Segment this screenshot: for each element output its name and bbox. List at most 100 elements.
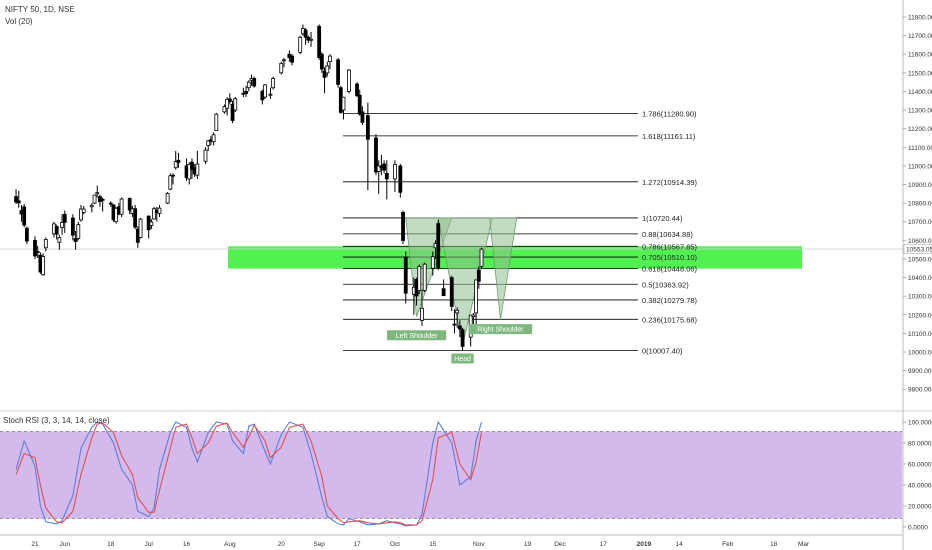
symbol-legend[interactable]: NIFTY 50, 1D, NSE: [5, 5, 75, 14]
candle-body[interactable]: [384, 172, 389, 180]
candle-body[interactable]: [168, 175, 173, 190]
candle-body[interactable]: [89, 205, 94, 208]
candle-body[interactable]: [62, 213, 67, 223]
candle-body[interactable]: [149, 221, 154, 226]
candle-body[interactable]: [263, 84, 267, 98]
candle-body[interactable]: [336, 59, 340, 85]
candle-body[interactable]: [441, 288, 446, 297]
candle-body[interactable]: [171, 174, 175, 177]
candle-body[interactable]: [138, 218, 143, 238]
candle-body[interactable]: [479, 248, 484, 267]
candle-body[interactable]: [376, 165, 381, 172]
candle-body[interactable]: [322, 70, 327, 78]
candle-body[interactable]: [22, 206, 27, 226]
candle-body[interactable]: [24, 227, 29, 242]
candle-body[interactable]: [225, 99, 230, 109]
candle-body[interactable]: [230, 104, 235, 121]
candle-body[interactable]: [347, 69, 351, 92]
candle-body[interactable]: [422, 263, 427, 291]
candle-body[interactable]: [417, 265, 422, 291]
candle-body[interactable]: [420, 307, 424, 321]
candle-body[interactable]: [430, 256, 435, 269]
candle-body[interactable]: [455, 309, 460, 314]
candle-body[interactable]: [16, 200, 21, 204]
candle-body[interactable]: [244, 91, 248, 94]
candle-body[interactable]: [79, 208, 83, 221]
candle-body[interactable]: [195, 163, 200, 176]
candle-body[interactable]: [41, 256, 46, 276]
candle-body[interactable]: [119, 198, 124, 215]
candle-body[interactable]: [325, 65, 330, 74]
candle-body[interactable]: [211, 134, 216, 143]
candle-body[interactable]: [114, 207, 119, 223]
candle-body[interactable]: [14, 196, 18, 203]
candle-body[interactable]: [290, 55, 294, 63]
candle-body[interactable]: [357, 94, 362, 115]
candle-body[interactable]: [95, 192, 100, 195]
candle-body[interactable]: [319, 53, 324, 70]
candle-body[interactable]: [57, 237, 62, 243]
candle-body[interactable]: [476, 269, 481, 282]
candle-body[interactable]: [73, 238, 78, 243]
candle-body[interactable]: [306, 37, 311, 41]
candle-body[interactable]: [282, 59, 286, 62]
candle-body[interactable]: [403, 256, 408, 294]
candle-body[interactable]: [382, 163, 386, 171]
candle-body[interactable]: [328, 55, 332, 63]
candle-body[interactable]: [317, 25, 322, 58]
candle-body[interactable]: [268, 93, 273, 96]
candle-body[interactable]: [460, 329, 465, 347]
volume-legend[interactable]: Vol (20): [5, 17, 33, 26]
candle-body[interactable]: [227, 98, 232, 102]
candle-body[interactable]: [108, 202, 113, 205]
candle-body[interactable]: [165, 193, 170, 204]
left-shoulder-label[interactable]: Left Shoulder: [386, 330, 447, 341]
candle-body[interactable]: [436, 223, 441, 269]
candle-body[interactable]: [398, 165, 403, 193]
candle-body[interactable]: [303, 29, 308, 38]
candle-body[interactable]: [173, 161, 178, 169]
candle-body[interactable]: [222, 106, 227, 113]
candle-body[interactable]: [271, 78, 276, 89]
candle-body[interactable]: [279, 62, 284, 74]
time-axis[interactable]: 21 Jun 18 Jul 16 Aug 20 Sep 17 Oct 15 Nov 19 Dec 17 201…: [0, 534, 903, 548]
candle-body[interactable]: [393, 163, 397, 180]
price-axis[interactable]: 11800.00 11700.00 11600.00 11500.00 11400.00…: [902, 0, 932, 550]
candle-body[interactable]: [43, 239, 48, 249]
candle-body[interactable]: [252, 78, 257, 87]
candle-body[interactable]: [341, 96, 346, 111]
candle-body[interactable]: [190, 161, 194, 171]
candle-body[interactable]: [233, 98, 238, 111]
candle-body[interactable]: [60, 222, 64, 228]
candle-body[interactable]: [92, 194, 97, 204]
candle-body[interactable]: [214, 113, 219, 131]
candle-body[interactable]: [474, 279, 479, 314]
right-shoulder-triangle[interactable]: [489, 217, 518, 320]
candle-body[interactable]: [187, 163, 192, 180]
candle-body[interactable]: [246, 81, 251, 89]
stoch-rsi-legend[interactable]: Stoch RSI (3, 3, 14, 14, close): [3, 416, 110, 425]
candle-body[interactable]: [76, 224, 81, 239]
candle-body[interactable]: [157, 207, 162, 214]
candle-body[interactable]: [365, 115, 370, 140]
candle-body[interactable]: [457, 325, 462, 330]
candle-body[interactable]: [374, 137, 378, 173]
candle-body[interactable]: [35, 251, 40, 253]
candle-body[interactable]: [100, 198, 105, 201]
candle-body[interactable]: [81, 208, 86, 213]
candle-body[interactable]: [54, 225, 59, 235]
candle-body[interactable]: [33, 239, 37, 257]
candle-body[interactable]: [298, 36, 303, 53]
candle-body[interactable]: [401, 212, 405, 241]
candle-body[interactable]: [309, 38, 313, 41]
candle-body[interactable]: [127, 198, 132, 211]
candle-body[interactable]: [70, 217, 75, 236]
candle-body[interactable]: [355, 83, 359, 97]
candle-body[interactable]: [176, 159, 181, 163]
head-label[interactable]: Head: [451, 353, 474, 364]
candle-body[interactable]: [203, 149, 208, 162]
candle-body[interactable]: [152, 208, 156, 220]
candle-body[interactable]: [449, 277, 454, 307]
candle-body[interactable]: [452, 323, 457, 326]
candle-body[interactable]: [360, 111, 365, 123]
